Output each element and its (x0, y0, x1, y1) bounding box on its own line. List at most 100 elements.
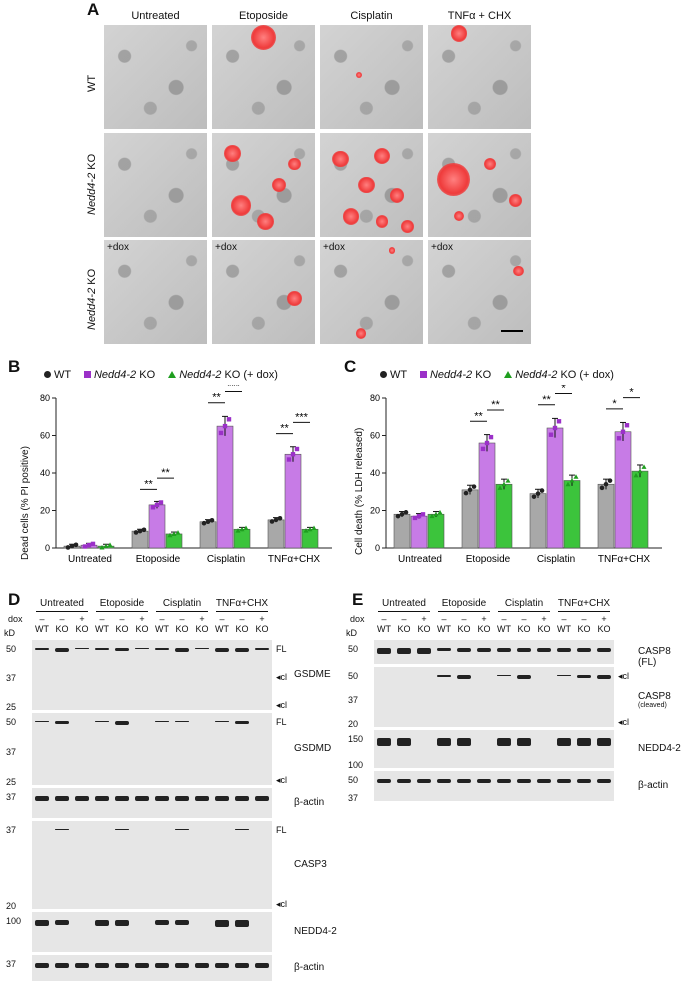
pi-positive-cell (390, 188, 405, 203)
dox-row-sign: – (219, 614, 225, 624)
y-tick-label: 20 (370, 506, 380, 516)
mw-marker: 100 (6, 916, 22, 926)
dox-row-sign: – (381, 614, 387, 624)
significance-stars: ** (212, 392, 221, 404)
data-point (497, 485, 503, 490)
data-point (633, 472, 639, 478)
y-tick-label: 60 (370, 431, 380, 441)
blot-band (597, 779, 611, 783)
dox-row-label: dox (350, 614, 365, 624)
blot-band (497, 779, 511, 783)
data-point (399, 511, 405, 517)
row-label-ko-dox: Nedd4-2 KO (86, 268, 98, 330)
pi-positive-cell (287, 290, 302, 306)
data-point (69, 543, 75, 549)
lane-label: KO (195, 624, 209, 634)
bar (410, 515, 428, 549)
mw-marker: 50 (348, 775, 359, 785)
blot-band (215, 648, 229, 652)
data-point (569, 478, 575, 483)
legend-wt-label: WT (54, 369, 71, 381)
pi-positive-cell (509, 194, 522, 207)
significance-stars: * (612, 398, 617, 410)
micrograph-r1-c2 (320, 133, 423, 237)
blot-band (377, 779, 391, 783)
data-point (307, 526, 313, 532)
blot-band (255, 963, 269, 968)
blot-band (35, 648, 49, 650)
bar (267, 519, 285, 549)
category-label: TNFα+CHX (598, 554, 651, 565)
data-point (167, 532, 173, 538)
data-point (175, 530, 181, 535)
pi-positive-cell (257, 213, 274, 230)
dox-row-label: dox (8, 614, 23, 624)
dox-row-sign: – (521, 614, 527, 624)
pi-positive-cell (453, 211, 465, 222)
data-point (556, 419, 562, 424)
blot-band (517, 738, 531, 746)
data-point (395, 513, 401, 519)
data-point (226, 417, 232, 422)
blot-band (155, 920, 169, 925)
micrograph-r2-c1: +dox (212, 240, 315, 344)
blot-strip (32, 640, 272, 710)
mw-marker: 25 (6, 777, 17, 787)
legend-ko-label: KO (136, 369, 156, 381)
pi-positive-cell (437, 163, 471, 197)
dox-row-sign: – (501, 614, 507, 624)
mw-marker: 20 (6, 901, 17, 911)
blot-band (55, 920, 69, 925)
data-point (624, 423, 630, 428)
legend-wt-marker (44, 371, 51, 378)
mw-marker: 37 (6, 747, 17, 757)
dox-row-sign: + (199, 614, 205, 624)
data-point (209, 517, 215, 523)
blot-band (115, 829, 129, 830)
band-tag: FL (276, 644, 287, 654)
mw-marker: 37 (6, 673, 17, 683)
mw-marker: 37 (348, 695, 359, 705)
blot-band (155, 721, 169, 722)
legend-c-ko-italic: Nedd4-2 (429, 369, 473, 381)
mw-marker: 37 (6, 792, 17, 802)
significance-stars: *** (295, 411, 309, 423)
blot-band (437, 648, 451, 651)
category-label: Untreated (68, 554, 112, 565)
pi-positive-cell (513, 266, 524, 277)
blot-band (397, 648, 411, 654)
blot-band (577, 779, 591, 783)
micrograph-r2-c0: +dox (104, 240, 207, 344)
blot-band (377, 738, 391, 746)
bar (546, 427, 564, 549)
blot-band (517, 648, 531, 652)
lane-label: KO (577, 624, 591, 634)
lane-label: KO (75, 624, 89, 634)
data-point (290, 452, 296, 457)
data-point (65, 545, 71, 550)
dox-row-sign: + (259, 614, 265, 624)
data-point (641, 464, 647, 469)
data-point (158, 500, 164, 505)
blot-band (135, 648, 149, 649)
significance-stars: * (561, 385, 566, 395)
significance-stars: * (629, 387, 634, 399)
blot-band (437, 738, 451, 746)
mw-marker: 25 (6, 702, 17, 712)
blot-band (255, 648, 269, 650)
dox-row-sign: – (561, 614, 567, 624)
blot-group-label: Cisplatin (504, 598, 544, 609)
col-title-tnfa-chx: TNFα + CHX (447, 10, 512, 22)
y-tick-label: 20 (40, 506, 50, 516)
data-point (286, 457, 292, 462)
bar (216, 425, 234, 549)
pi-positive-cell (271, 177, 287, 193)
blot-strip (32, 821, 272, 909)
blot-band (115, 796, 129, 801)
lane-label: WT (155, 624, 169, 634)
blot-band (517, 779, 531, 783)
data-point (480, 446, 486, 452)
blot-group-label: Cisplatin (162, 598, 202, 609)
data-point (82, 544, 88, 549)
lane-label: KO (55, 624, 69, 634)
